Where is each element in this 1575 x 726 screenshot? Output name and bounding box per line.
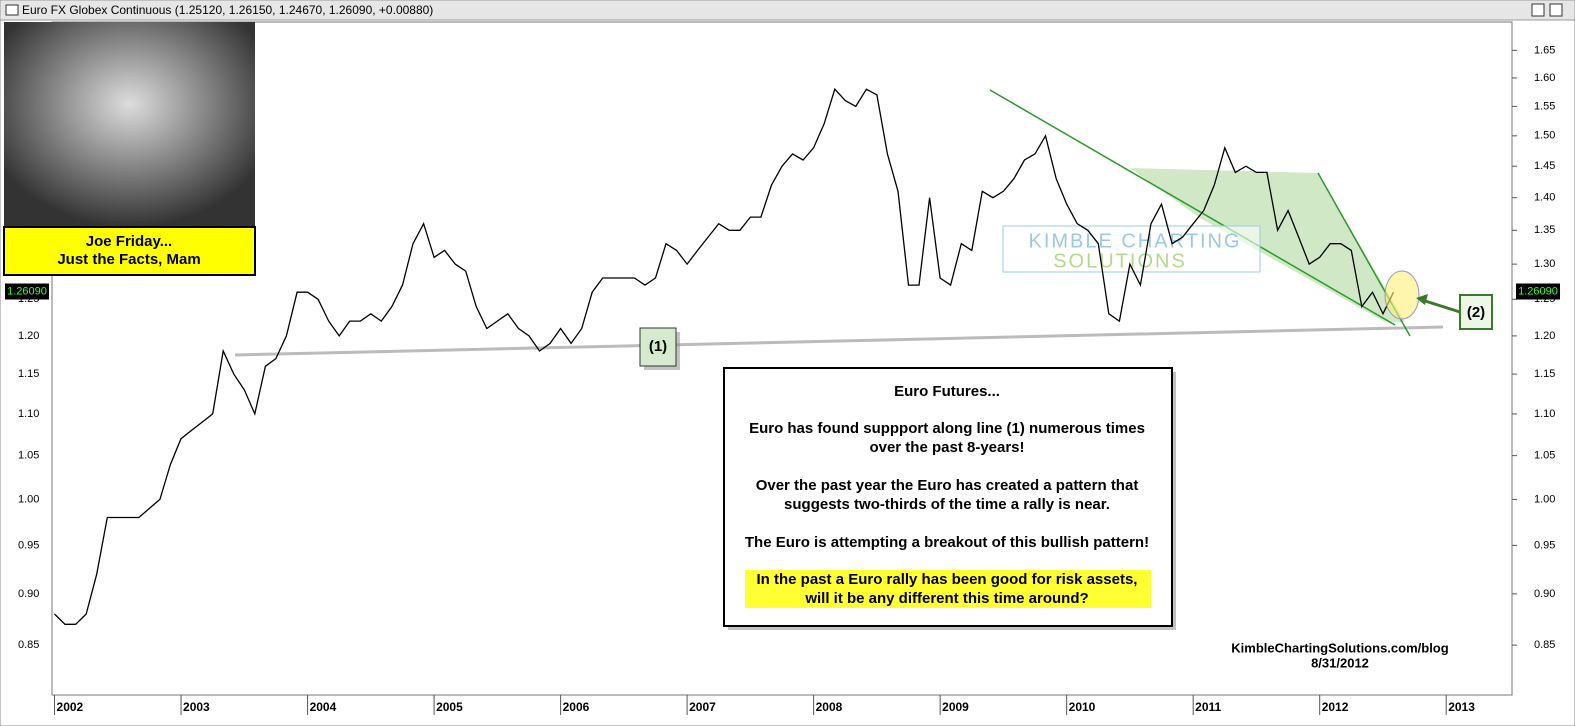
- x-tick-label: 2006: [563, 700, 590, 714]
- y-tick-label: 1.15: [1534, 368, 1555, 380]
- arrow: [1421, 298, 1461, 314]
- y-tick-label: 1.05: [1534, 450, 1555, 462]
- y-tick-label: 0.90: [1534, 588, 1555, 600]
- price-tag-left: [5, 283, 49, 300]
- note-text: Over the past year the Euro has created …: [756, 477, 1139, 494]
- y-tick-label: 1.00: [18, 493, 39, 505]
- y-tick-label: 0.85: [18, 639, 39, 651]
- support-line: [234, 325, 1444, 357]
- watermark: KIMBLE CHARTING: [1029, 230, 1242, 252]
- x-tick-label: 2004: [310, 700, 337, 714]
- note-text: over the past 8-years!: [869, 439, 1024, 456]
- x-tick-label: 2011: [1195, 700, 1221, 714]
- x-tick-label: 2010: [1069, 700, 1096, 714]
- x-tick-label: 2009: [942, 700, 969, 714]
- highlight-bg: [745, 570, 1151, 608]
- note-text: Euro has found suppport along line (1) n…: [749, 420, 1145, 437]
- x-tick-label: 2008: [816, 700, 843, 714]
- x-tick-label: 2003: [183, 700, 210, 714]
- y-tick-label: 1.60: [1534, 72, 1555, 84]
- label-2: (2): [1467, 304, 1485, 321]
- y-tick-label: 0.90: [18, 588, 39, 600]
- restore-button[interactable]: [1531, 3, 1545, 17]
- note-heading: Euro Futures...: [894, 383, 1000, 400]
- close-button[interactable]: [1549, 3, 1563, 17]
- y-tick-label: 1.05: [18, 450, 39, 462]
- x-tick-label: 2012: [1322, 700, 1349, 714]
- y-tick-label: 1.00: [1534, 493, 1555, 505]
- y-tick-label: 1.45: [1534, 160, 1555, 172]
- trend-line: [989, 89, 1396, 326]
- price-line: [54, 87, 1395, 625]
- note-highlight: In the past a Euro rally has been good f…: [757, 571, 1138, 588]
- label-box: [1459, 294, 1493, 330]
- watermark: SOLUTIONS: [1053, 250, 1187, 272]
- x-tick-label: 2005: [436, 700, 463, 714]
- arrow-head: [1416, 294, 1428, 305]
- title-bar: [0, 0, 1575, 21]
- photo-shading: [4, 22, 255, 227]
- window-icon: [5, 4, 19, 16]
- y-tick-label: 0.95: [1534, 539, 1555, 551]
- highlight-ellipse: [1384, 270, 1420, 320]
- credit-date: 8/31/2012: [1311, 655, 1369, 670]
- label-box: [639, 327, 677, 367]
- y-tick-label: 1.50: [1534, 130, 1555, 142]
- y-tick-label: 1.65: [1534, 44, 1555, 56]
- watermark-box: [1002, 225, 1261, 273]
- y-tick-label: 0.95: [18, 539, 39, 551]
- y-tick-label: 1.20: [18, 330, 39, 342]
- y-tick-label: 0.85: [1534, 639, 1555, 651]
- x-tick-label: 2007: [689, 700, 716, 714]
- photo-caption: Joe Friday...: [86, 233, 172, 250]
- label-1: (1): [649, 338, 667, 355]
- note-text: The Euro is attempting a breakout of thi…: [745, 534, 1149, 551]
- chart-title: Euro FX Globex Continuous (1.25120, 1.26…: [22, 3, 433, 17]
- note-highlight: will it be any different this time aroun…: [804, 590, 1088, 607]
- y-tick-label: 1.10: [18, 408, 39, 420]
- y-tick-label: 1.35: [1534, 224, 1555, 236]
- caption-box: [3, 226, 256, 276]
- price-tag-right-label: 1.26090: [1518, 285, 1558, 297]
- credit: KimbleChartingSolutions.com/blog: [1231, 640, 1448, 655]
- price-tag-left-label: 1.26090: [7, 285, 47, 297]
- y-tick-label: 1.40: [1534, 192, 1555, 204]
- note-text: suggests two-thirds of the time a rally …: [784, 496, 1110, 513]
- x-tick-label: 2013: [1448, 700, 1475, 714]
- y-tick-label: 1.15: [18, 368, 39, 380]
- x-tick-label: 2002: [57, 700, 84, 714]
- y-tick-label: 1.20: [1534, 330, 1555, 342]
- y-tick-label: 1.10: [1534, 408, 1555, 420]
- photo-caption: Just the Facts, Mam: [57, 251, 200, 268]
- y-tick-label: 1.55: [1534, 100, 1555, 112]
- y-tick-label: 1.30: [1534, 258, 1555, 270]
- price-tag-right: [1516, 283, 1560, 300]
- plot-area: [51, 21, 1513, 696]
